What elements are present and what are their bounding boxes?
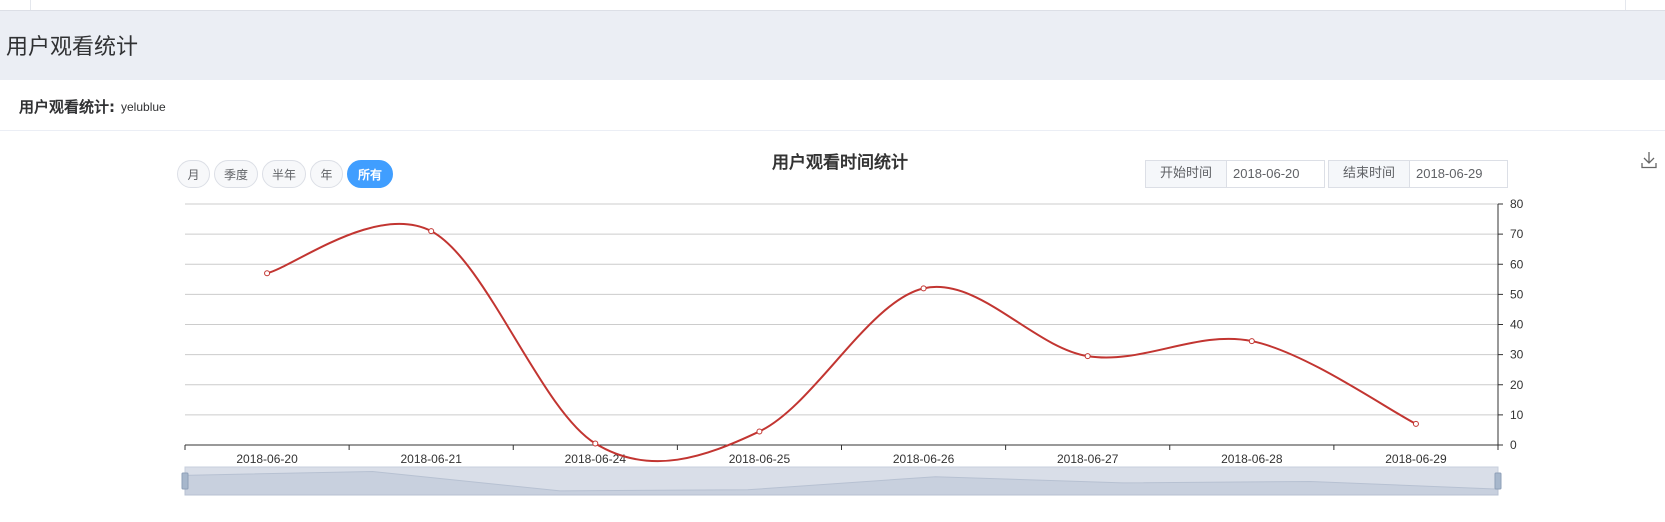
start-date-input[interactable]: 2018-06-20 — [1233, 166, 1300, 181]
y-tick-label: 40 — [1510, 318, 1524, 332]
end-date-input[interactable]: 2018-06-29 — [1416, 166, 1483, 181]
start-date-label: 开始时间 — [1146, 161, 1227, 187]
data-point — [1084, 353, 1091, 360]
data-point — [1248, 338, 1255, 345]
y-tick-label: 50 — [1510, 287, 1524, 301]
page-header: 用户观看统计 — [0, 11, 1665, 80]
start-date-field[interactable]: 开始时间 2018-06-20 — [1145, 160, 1325, 188]
y-tick-label: 0 — [1510, 438, 1517, 452]
line-chart: 0 10 20 30 40 50 60 70 80 2018-06-20 2018-06-21 201… — [181, 197, 1524, 496]
range-year-button[interactable]: 年 — [310, 160, 343, 188]
y-tick-label: 20 — [1510, 378, 1524, 392]
divider — [30, 0, 31, 10]
y-tick-label: 80 — [1510, 197, 1524, 211]
chart-title: 用户观看时间统计 — [772, 153, 908, 173]
data-zoom-preview — [184, 470, 1499, 496]
range-month-button[interactable]: 月 — [177, 160, 210, 188]
data-point — [428, 228, 435, 235]
download-icon[interactable] — [1641, 151, 1657, 169]
page-title: 用户观看统计 — [6, 35, 139, 60]
x-tick-label: 2018-06-25 — [729, 452, 791, 466]
x-tick-label: 2018-06-26 — [893, 452, 955, 466]
y-tick-label: 70 — [1510, 227, 1524, 241]
x-tick-label: 2018-06-28 — [1221, 452, 1283, 466]
x-tick-label: 2018-06-20 — [236, 452, 298, 466]
range-quarter-button[interactable]: 季度 — [214, 160, 258, 188]
y-tick-label: 30 — [1510, 348, 1524, 362]
data-point — [920, 285, 927, 292]
y-tick-label: 10 — [1510, 408, 1524, 422]
range-half-year-button[interactable]: 半年 — [262, 160, 306, 188]
data-point — [592, 440, 599, 447]
data-point — [264, 270, 271, 277]
x-tick-label: 2018-06-21 — [400, 452, 462, 466]
x-tick-label: 2018-06-27 — [1057, 452, 1119, 466]
card-label: 用户观看统计: — [19, 98, 115, 116]
x-tick-label: 2018-06-29 — [1385, 452, 1447, 466]
series-line — [266, 223, 1417, 463]
divider — [1625, 0, 1626, 10]
card-header: 用户观看统计: yelublue — [0, 80, 1665, 131]
end-date-field[interactable]: 结束时间 2018-06-29 — [1328, 160, 1508, 188]
data-point — [1412, 420, 1419, 427]
data-zoom-handle-right[interactable] — [1494, 472, 1502, 490]
card-username: yelublue — [121, 100, 166, 114]
x-tick-label: 2018-06-24 — [565, 452, 627, 466]
range-all-button[interactable]: 所有 — [347, 160, 393, 188]
end-date-label: 结束时间 — [1329, 161, 1410, 187]
top-strip — [0, 0, 1665, 11]
data-point — [756, 428, 763, 435]
data-zoom-handle-left[interactable] — [181, 472, 189, 490]
y-tick-label: 60 — [1510, 257, 1524, 271]
